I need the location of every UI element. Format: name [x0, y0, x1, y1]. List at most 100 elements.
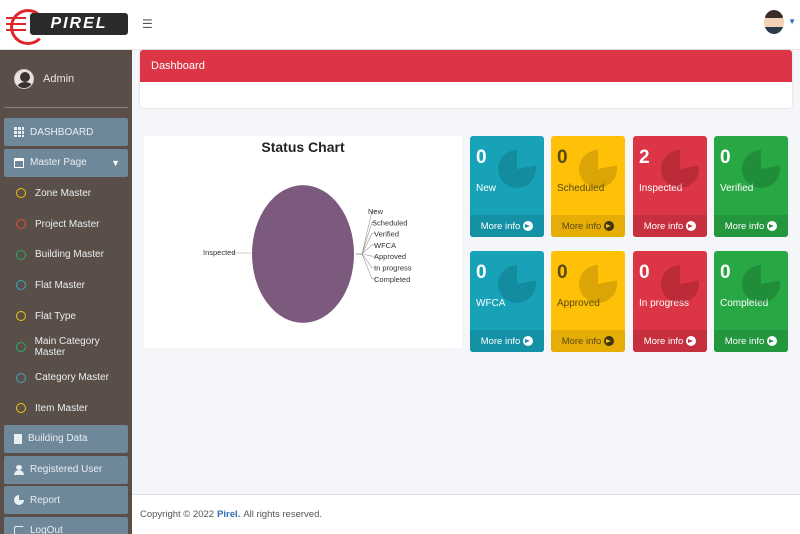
- arrow-circle-right-icon: [767, 336, 778, 346]
- tile-label: Inspected: [639, 183, 683, 194]
- user-panel[interactable]: Admin: [4, 50, 128, 108]
- top-user-avatar[interactable]: [764, 10, 784, 34]
- tile-label: New: [476, 183, 497, 194]
- sidebar-item-registered-user[interactable]: Registered User: [4, 455, 128, 484]
- user-name: Admin: [43, 72, 75, 85]
- pie-chart-icon: [14, 495, 24, 506]
- footer-copyright: Copyright © 2022: [140, 509, 215, 520]
- sidebar-item-report[interactable]: Report: [4, 486, 128, 515]
- sidebar-item-label: Project Master: [35, 218, 100, 230]
- sidebar-item-label: Building Data: [28, 433, 88, 445]
- logout-icon: [14, 525, 24, 534]
- pie-chart-icon: [742, 265, 780, 303]
- dashboard-grid-icon: [14, 127, 24, 137]
- more-info-label: More info: [480, 335, 521, 347]
- status-tile: 0 WFCA More info: [470, 251, 544, 352]
- sidebar-item-label: Registered User: [30, 464, 103, 476]
- sidebar-item-dashboard[interactable]: DASHBOARD: [4, 118, 128, 146]
- sidebar-item-project-master[interactable]: Project Master: [4, 210, 128, 238]
- status-tile: 0 Completed More info: [714, 251, 788, 352]
- caret-down-icon[interactable]: ▼: [788, 17, 796, 26]
- dashboard-card: Dashboard: [140, 50, 792, 108]
- more-info-link[interactable]: More info: [551, 215, 625, 237]
- arrow-circle-right-icon: [767, 221, 778, 231]
- arrow-circle-right-icon: [686, 336, 697, 346]
- sidebar-item-label: Main Category Master: [34, 335, 100, 358]
- tile-count: 2: [639, 147, 650, 168]
- sidebar-item-label: LogOut: [30, 525, 63, 534]
- tile-count: 0: [476, 262, 487, 283]
- sidebar-item-label: Zone Master: [35, 187, 92, 199]
- user-icon: [14, 464, 24, 475]
- sidebar-item-item-master[interactable]: Item Master: [4, 394, 128, 422]
- chart-label: In progress: [374, 264, 412, 273]
- sidebar-item-flat-type[interactable]: Flat Type: [4, 302, 128, 330]
- more-info-link[interactable]: More info: [633, 215, 707, 237]
- circle-icon: [16, 403, 26, 414]
- pie-slice-inspected[interactable]: [252, 185, 354, 323]
- circle-icon: [16, 249, 26, 260]
- building-icon: [14, 433, 22, 444]
- sidebar: PIREL Admin DASHBOARD Master Page ▼ Zone…: [0, 0, 132, 534]
- pie-chart-icon: [579, 150, 617, 188]
- chart-label: New: [368, 207, 384, 216]
- circle-icon: [16, 341, 26, 352]
- sidebar-item-label: Master Page: [30, 157, 87, 169]
- circle-icon: [16, 311, 26, 322]
- more-info-link[interactable]: More info: [633, 330, 707, 352]
- top-navbar: ☰ ▼: [132, 0, 800, 50]
- sidebar-item-label: Category Master: [35, 372, 109, 383]
- hamburger-menu-icon[interactable]: ☰: [142, 17, 153, 31]
- more-info-link[interactable]: More info: [714, 330, 788, 352]
- sidebar-item-zone-master[interactable]: Zone Master: [4, 179, 128, 207]
- sidebar-item-building-data[interactable]: Building Data: [4, 424, 128, 453]
- status-chart-svg: Status Chart New Scheduled Verified WFCA Appr…: [203, 139, 412, 323]
- sidebar-item-flat-master[interactable]: Flat Master: [4, 271, 128, 299]
- chart-title: Status Chart: [261, 139, 345, 155]
- more-info-label: More info: [561, 335, 602, 347]
- more-info-link[interactable]: More info: [714, 215, 788, 237]
- chart-label: WFCA: [374, 241, 396, 250]
- logo-speed-lines-icon: [6, 16, 26, 35]
- pie-chart-icon: [661, 265, 699, 303]
- sidebar-item-category-master[interactable]: Category Master: [4, 364, 128, 392]
- pie-chart-icon: [661, 150, 699, 188]
- sidebar-item-label: Report: [30, 494, 61, 506]
- tile-count: 0: [476, 147, 487, 168]
- status-tile: 0 In progress More info: [633, 251, 707, 352]
- status-tile: 2 Inspected More info: [633, 136, 707, 237]
- pie-chart-icon: [498, 150, 536, 188]
- more-info-label: More info: [480, 220, 521, 232]
- more-info-label: More info: [643, 220, 684, 232]
- sidebar-item-building-master[interactable]: Building Master: [4, 241, 128, 269]
- tile-label: WFCA: [476, 298, 506, 309]
- circle-icon: [16, 188, 26, 199]
- arrow-circle-right-icon: [686, 221, 697, 231]
- more-info-label: More info: [561, 220, 602, 232]
- sidebar-item-logout[interactable]: LogOut: [4, 516, 128, 534]
- pie-chart-icon: [742, 150, 780, 188]
- tile-label: Scheduled: [557, 183, 605, 194]
- chart-label: Scheduled: [372, 218, 407, 227]
- chart-label: Verified: [374, 230, 399, 239]
- tile-label: In progress: [639, 298, 690, 309]
- footer-rights: All rights reserved.: [243, 509, 322, 520]
- tile-count: 0: [557, 262, 568, 283]
- tile-label: Verified: [720, 183, 754, 194]
- arrow-circle-right-icon: [523, 336, 534, 346]
- sidebar-item-label: DASHBOARD: [30, 126, 94, 138]
- arrow-circle-right-icon: [523, 221, 534, 231]
- sidebar-item-label: Flat Type: [35, 310, 76, 322]
- sidebar-nav: DASHBOARD Master Page ▼ Zone Master Proj…: [0, 108, 132, 534]
- pie-chart-icon: [579, 265, 617, 303]
- footer-brand-link[interactable]: Pirel.: [217, 509, 241, 520]
- pirel-logo[interactable]: PIREL: [6, 3, 128, 47]
- logo-swoosh-icon: [10, 8, 46, 45]
- sidebar-item-master-page[interactable]: Master Page ▼: [4, 148, 128, 177]
- more-info-link[interactable]: More info: [551, 330, 625, 352]
- more-info-link[interactable]: More info: [470, 215, 544, 237]
- chevron-down-icon: ▼: [111, 157, 120, 168]
- sidebar-item-main-category-master[interactable]: Main Category Master: [4, 333, 128, 361]
- more-info-link[interactable]: More info: [470, 330, 544, 352]
- status-tile: 0 Verified More info: [714, 136, 788, 237]
